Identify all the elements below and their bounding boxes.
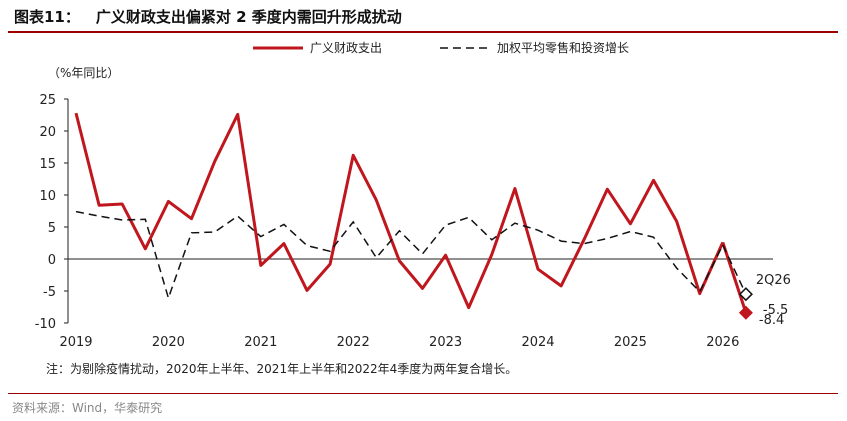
x-tick-label: 2026 xyxy=(706,335,739,350)
x-tick-label: 2019 xyxy=(59,335,92,350)
x-axis-ticks: 2019 2020 2021 2022 2023 2024 2025 2026 xyxy=(59,335,739,350)
title-rule xyxy=(8,31,838,33)
forecast-period-label: 2Q26 xyxy=(756,273,791,288)
forecast-value-retail: -5.5 xyxy=(763,303,788,318)
figure-title-text: 广义财政支出偏紧对 2 季度内需回升形成扰动 xyxy=(95,8,402,26)
figure-title: 图表11： 广义财政支出偏紧对 2 季度内需回升形成扰动 xyxy=(14,6,418,27)
x-tick-label: 2023 xyxy=(429,335,462,350)
forecast-layer: -8.4-5.5 2Q26 xyxy=(721,241,791,328)
series-line-fiscal xyxy=(74,112,725,310)
legend: 广义财政支出 加权平均零售和投资增长 xyxy=(253,40,629,55)
series-line-retail xyxy=(75,210,724,301)
bottom-rule xyxy=(8,393,838,394)
forecast-marker-fiscal xyxy=(738,305,753,320)
figure-label: 图表11： xyxy=(14,8,80,26)
y-tick-label: 15 xyxy=(39,157,56,172)
source-text: 资料来源：Wind，华泰研究 xyxy=(12,401,163,415)
forecast-connector-fiscal xyxy=(721,241,748,314)
y-tick-label: 5 xyxy=(48,221,56,236)
y-axis-ticks: 25 20 15 10 5 0 -5 -10 xyxy=(35,93,68,332)
forecast-connector-retail xyxy=(722,244,747,295)
y-tick-label: -5 xyxy=(43,285,56,300)
y-tick-label: 10 xyxy=(39,189,56,204)
y-tick-label: -10 xyxy=(35,317,56,332)
forecast-value-fiscal: -8.4 xyxy=(759,313,784,328)
x-tick-label: 2022 xyxy=(337,335,370,350)
legend-label-retail: 加权平均零售和投资增长 xyxy=(497,40,629,55)
series-layer xyxy=(74,112,725,310)
y-tick-label: 25 xyxy=(39,93,56,108)
x-tick-label: 2020 xyxy=(152,335,185,350)
x-tick-label: 2021 xyxy=(244,335,277,350)
y-tick-label: 20 xyxy=(39,125,56,140)
y-tick-label: 0 xyxy=(48,253,56,268)
x-tick-label: 2025 xyxy=(614,335,647,350)
forecast-marker-retail xyxy=(738,287,753,302)
y-axis-unit-label: （%年同比） xyxy=(48,66,119,80)
chart-note: 注：为剔除疫情扰动，2020年上半年、2021年上半年和2022年4季度为两年复… xyxy=(46,361,517,376)
x-tick-label: 2024 xyxy=(521,335,554,350)
legend-label-fiscal: 广义财政支出 xyxy=(310,41,382,55)
